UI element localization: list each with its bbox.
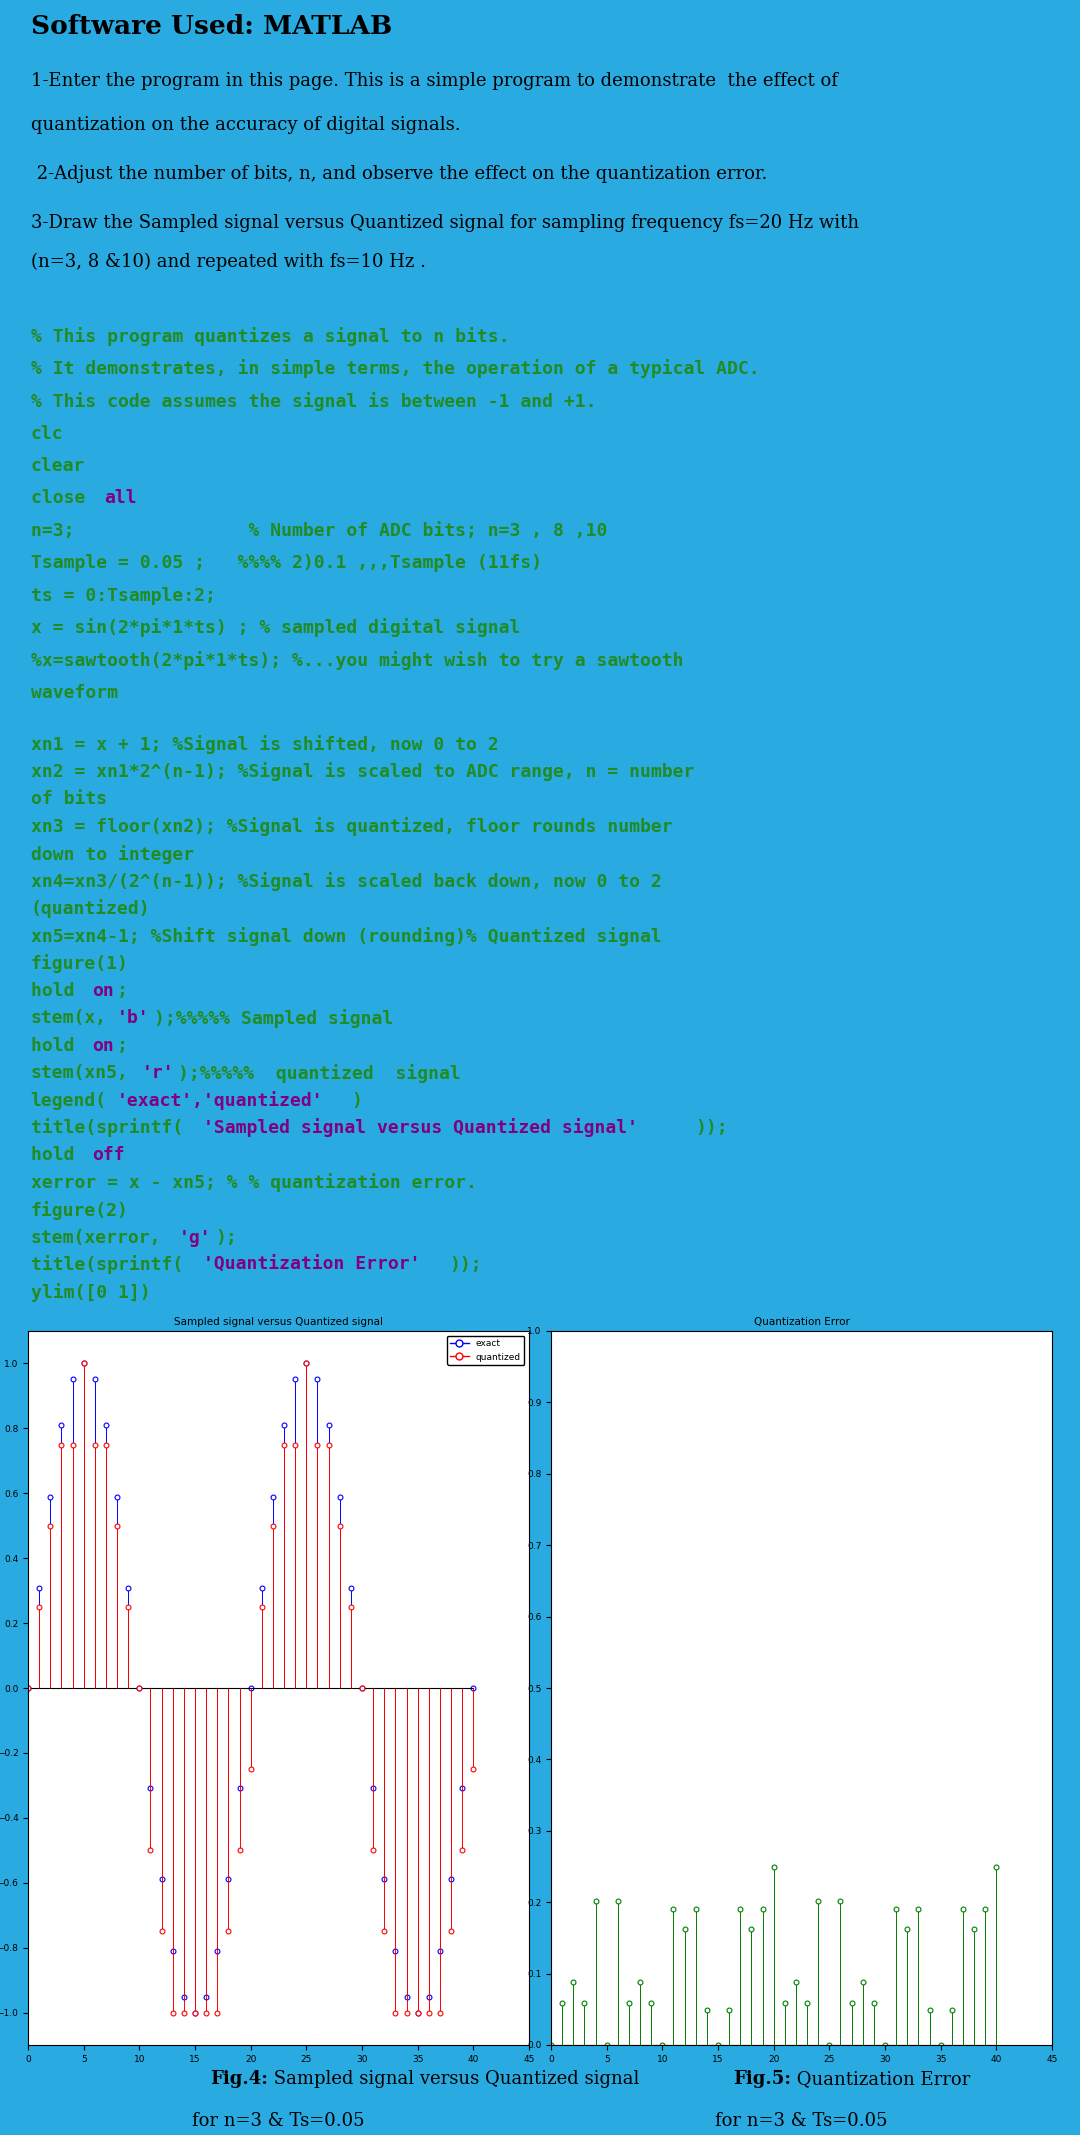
Text: xn5=xn4-1; %Shift signal down (rounding)% Quantized signal: xn5=xn4-1; %Shift signal down (rounding)… <box>30 927 661 946</box>
Text: waveform: waveform <box>30 683 118 702</box>
Text: on: on <box>92 982 113 999</box>
Text: Fig.4:: Fig.4: <box>211 2071 268 2088</box>
Text: n=3;                % Number of ADC bits; n=3 , 8 ,10: n=3; % Number of ADC bits; n=3 , 8 ,10 <box>30 521 607 540</box>
Text: ;: ; <box>117 982 127 999</box>
Text: ;: ; <box>117 1038 127 1055</box>
Text: 'exact','quantized': 'exact','quantized' <box>117 1091 323 1110</box>
Text: Fig.5:: Fig.5: <box>733 2071 791 2088</box>
Text: Tsample = 0.05 ;   %%%% 2)0.1 ,,,Tsample (11fs): Tsample = 0.05 ; %%%% 2)0.1 ,,,Tsample (… <box>30 555 542 572</box>
Text: Software Used: MATLAB: Software Used: MATLAB <box>30 13 392 38</box>
Text: hold: hold <box>30 982 85 999</box>
Text: title(sprintf(: title(sprintf( <box>30 1119 183 1138</box>
Text: xn4=xn3/(2^(n-1)); %Signal is scaled back down, now 0 to 2: xn4=xn3/(2^(n-1)); %Signal is scaled bac… <box>30 871 661 890</box>
Legend: exact, quantized: exact, quantized <box>447 1337 525 1364</box>
Text: stem(xerror,: stem(xerror, <box>30 1228 161 1247</box>
Text: 'g': 'g' <box>178 1228 211 1247</box>
Text: 1-Enter the program in this page. This is a simple program to demonstrate  the e: 1-Enter the program in this page. This i… <box>30 73 837 90</box>
Text: 3-Draw the Sampled signal versus Quantized signal for sampling frequency fs=20 H: 3-Draw the Sampled signal versus Quantiz… <box>30 214 859 233</box>
Text: Quantization Error: Quantization Error <box>791 2071 970 2088</box>
Text: hold: hold <box>30 1038 85 1055</box>
Text: ): ) <box>351 1091 362 1110</box>
Text: ylim([0 1]): ylim([0 1]) <box>30 1283 150 1302</box>
Text: 'Sampled signal versus Quantized signal': 'Sampled signal versus Quantized signal' <box>203 1119 638 1138</box>
Text: ts = 0:Tsample:2;: ts = 0:Tsample:2; <box>30 587 215 604</box>
Text: % This code assumes the signal is between -1 and +1.: % This code assumes the signal is betwee… <box>30 391 596 410</box>
Text: ));: )); <box>696 1119 728 1138</box>
Text: all: all <box>105 489 137 508</box>
Text: on: on <box>92 1038 113 1055</box>
Text: down to integer: down to integer <box>30 845 193 863</box>
Text: xn2 = xn1*2^(n-1); %Signal is scaled to ADC range, n = number: xn2 = xn1*2^(n-1); %Signal is scaled to … <box>30 762 694 781</box>
Text: stem(x,: stem(x, <box>30 1010 107 1027</box>
Text: off: off <box>92 1146 125 1164</box>
Text: title(sprintf(: title(sprintf( <box>30 1255 183 1275</box>
Text: %x=sawtooth(2*pi*1*ts); %...you might wish to try a sawtooth: %x=sawtooth(2*pi*1*ts); %...you might wi… <box>30 651 683 670</box>
Text: close: close <box>30 489 96 508</box>
Text: for n=3 & Ts=0.05: for n=3 & Ts=0.05 <box>715 2112 888 2131</box>
Text: 'r': 'r' <box>141 1063 174 1082</box>
Text: x = sin(2*pi*1*ts) ; % sampled digital signal: x = sin(2*pi*1*ts) ; % sampled digital s… <box>30 619 519 638</box>
Title: Sampled signal versus Quantized signal: Sampled signal versus Quantized signal <box>174 1317 383 1328</box>
Text: 'Quantization Error': 'Quantization Error' <box>203 1255 420 1275</box>
Text: );: ); <box>215 1228 238 1247</box>
Text: clear: clear <box>30 457 85 474</box>
Text: for n=3 & Ts=0.05: for n=3 & Ts=0.05 <box>192 2112 365 2131</box>
Text: xn1 = x + 1; %Signal is shifted, now 0 to 2: xn1 = x + 1; %Signal is shifted, now 0 t… <box>30 734 498 754</box>
Text: stem(xn5,: stem(xn5, <box>30 1063 129 1082</box>
Text: );%%%%% Sampled signal: );%%%%% Sampled signal <box>153 1010 393 1027</box>
Text: figure(1): figure(1) <box>30 954 129 974</box>
Text: ));: )); <box>449 1255 482 1275</box>
Text: clc: clc <box>30 425 63 442</box>
Text: (n=3, 8 &10) and repeated with fs=10 Hz .: (n=3, 8 &10) and repeated with fs=10 Hz … <box>30 252 426 271</box>
Text: );%%%%%  quantized  signal: );%%%%% quantized signal <box>178 1063 461 1082</box>
Text: 'b': 'b' <box>117 1010 149 1027</box>
Text: figure(2): figure(2) <box>30 1200 129 1219</box>
Text: % This program quantizes a signal to n bits.: % This program quantizes a signal to n b… <box>30 327 509 346</box>
Text: xerror = x - xn5; % % quantization error.: xerror = x - xn5; % % quantization error… <box>30 1174 476 1191</box>
Text: Sampled signal versus Quantized signal: Sampled signal versus Quantized signal <box>268 2071 639 2088</box>
Text: % It demonstrates, in simple terms, the operation of a typical ADC.: % It demonstrates, in simple terms, the … <box>30 359 759 378</box>
Text: legend(: legend( <box>30 1091 107 1110</box>
Text: (quantized): (quantized) <box>30 899 150 918</box>
Text: 2-Adjust the number of bits, n, and observe the effect on the quantization error: 2-Adjust the number of bits, n, and obse… <box>30 164 767 184</box>
Title: Quantization Error: Quantization Error <box>754 1317 850 1328</box>
Text: hold: hold <box>30 1146 85 1164</box>
Text: quantization on the accuracy of digital signals.: quantization on the accuracy of digital … <box>30 115 460 135</box>
Text: of bits: of bits <box>30 790 107 809</box>
Text: xn3 = floor(xn2); %Signal is quantized, floor rounds number: xn3 = floor(xn2); %Signal is quantized, … <box>30 818 672 837</box>
